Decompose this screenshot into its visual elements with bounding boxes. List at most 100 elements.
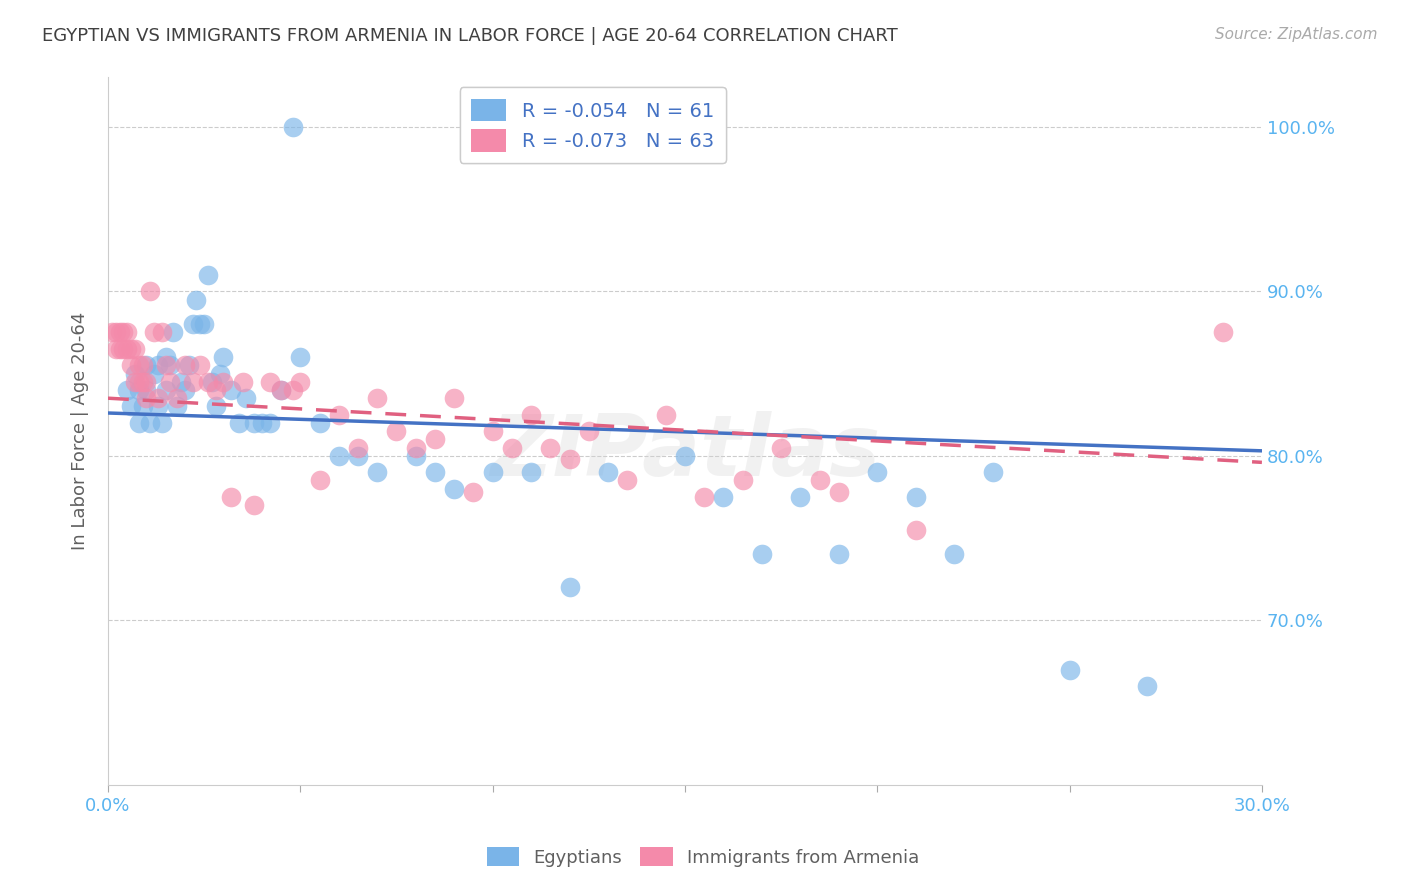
Point [124, 342, 146, 356]
Point [250, 416, 273, 430]
Point [131, 400, 153, 414]
Point [366, 391, 388, 405]
Point [139, 416, 162, 430]
Point [904, 490, 927, 504]
Point [405, 449, 427, 463]
Point [135, 375, 157, 389]
Point [281, 383, 304, 397]
Text: Source: ZipAtlas.com: Source: ZipAtlas.com [1215, 27, 1378, 42]
Point [166, 400, 188, 414]
Point [219, 383, 242, 397]
Point [128, 416, 150, 430]
Point [104, 326, 127, 340]
Point [197, 375, 219, 389]
Point [135, 383, 157, 397]
Point [150, 416, 173, 430]
Point [159, 359, 181, 373]
Point [501, 441, 523, 455]
Point [481, 424, 503, 438]
Point [558, 452, 581, 467]
Point [1135, 679, 1157, 693]
Point [235, 391, 257, 405]
Point [558, 580, 581, 594]
Point [423, 465, 446, 479]
Point [232, 375, 254, 389]
Point [463, 485, 485, 500]
Point [328, 408, 350, 422]
Point [104, 342, 127, 356]
Point [146, 400, 169, 414]
Point [186, 293, 208, 307]
Point [751, 548, 773, 562]
Point [115, 383, 138, 397]
Point [578, 424, 600, 438]
Point [131, 359, 153, 373]
Point [159, 375, 181, 389]
Point [108, 342, 131, 356]
Point [259, 375, 281, 389]
Point [731, 474, 754, 488]
Point [128, 383, 150, 397]
Point [616, 474, 638, 488]
Point [181, 375, 204, 389]
Point [150, 326, 173, 340]
Point [866, 465, 889, 479]
Point [135, 391, 157, 405]
Point [204, 383, 226, 397]
Point [162, 326, 184, 340]
Point [654, 408, 676, 422]
Point [290, 375, 312, 389]
Point [281, 120, 304, 134]
Point [981, 465, 1004, 479]
Point [155, 359, 177, 373]
Point [596, 465, 619, 479]
Point [1212, 326, 1234, 340]
Point [243, 416, 266, 430]
Point [770, 441, 793, 455]
Point [423, 433, 446, 447]
Point [143, 326, 166, 340]
Point [124, 375, 146, 389]
Point [181, 317, 204, 331]
Point [193, 317, 215, 331]
Point [405, 441, 427, 455]
Point [243, 498, 266, 512]
Point [108, 326, 131, 340]
Point [128, 375, 150, 389]
Point [290, 350, 312, 364]
Point [120, 400, 142, 414]
Point [155, 383, 177, 397]
Point [166, 391, 188, 405]
Point [520, 465, 543, 479]
Point [212, 350, 235, 364]
Point [347, 449, 370, 463]
Point [155, 350, 177, 364]
Point [520, 408, 543, 422]
Point [197, 268, 219, 282]
Point [219, 490, 242, 504]
Point [789, 490, 811, 504]
Y-axis label: In Labor Force | Age 20-64: In Labor Force | Age 20-64 [72, 312, 89, 550]
Point [204, 400, 226, 414]
Point [188, 359, 211, 373]
Point [128, 359, 150, 373]
Point [443, 482, 465, 496]
Point [270, 383, 292, 397]
Point [308, 416, 330, 430]
Point [259, 416, 281, 430]
Point [904, 523, 927, 537]
Point [115, 326, 138, 340]
Point [808, 474, 831, 488]
Point [124, 367, 146, 381]
Point [228, 416, 250, 430]
Point [174, 359, 197, 373]
Text: ZIPatlas: ZIPatlas [489, 411, 880, 494]
Point [270, 383, 292, 397]
Point [146, 391, 169, 405]
Point [308, 474, 330, 488]
Point [366, 465, 388, 479]
Point [385, 424, 408, 438]
Text: EGYPTIAN VS IMMIGRANTS FROM ARMENIA IN LABOR FORCE | AGE 20-64 CORRELATION CHART: EGYPTIAN VS IMMIGRANTS FROM ARMENIA IN L… [42, 27, 898, 45]
Point [174, 383, 197, 397]
Point [139, 285, 162, 299]
